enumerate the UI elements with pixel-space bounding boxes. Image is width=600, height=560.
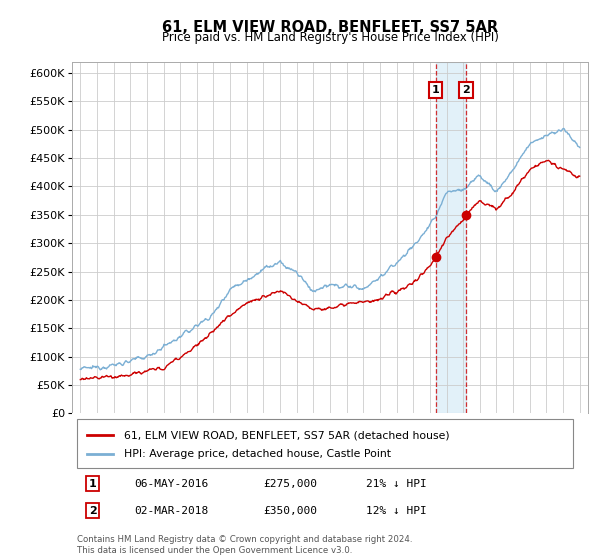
Text: 61, ELM VIEW ROAD, BENFLEET, SS7 5AR (detached house): 61, ELM VIEW ROAD, BENFLEET, SS7 5AR (de… (124, 430, 449, 440)
Text: HPI: Average price, detached house, Castle Point: HPI: Average price, detached house, Cast… (124, 449, 391, 459)
Text: 61, ELM VIEW ROAD, BENFLEET, SS7 5AR: 61, ELM VIEW ROAD, BENFLEET, SS7 5AR (162, 20, 498, 35)
Text: 2: 2 (89, 506, 97, 516)
Text: 06-MAY-2016: 06-MAY-2016 (134, 479, 208, 489)
Text: 1: 1 (89, 479, 97, 489)
Text: Price paid vs. HM Land Registry's House Price Index (HPI): Price paid vs. HM Land Registry's House … (161, 31, 499, 44)
Text: £350,000: £350,000 (263, 506, 317, 516)
FancyBboxPatch shape (77, 419, 572, 468)
Text: 12% ↓ HPI: 12% ↓ HPI (366, 506, 427, 516)
Text: 1: 1 (432, 85, 440, 95)
Text: 21% ↓ HPI: 21% ↓ HPI (366, 479, 427, 489)
Text: 02-MAR-2018: 02-MAR-2018 (134, 506, 208, 516)
Text: 2: 2 (462, 85, 470, 95)
Text: Contains HM Land Registry data © Crown copyright and database right 2024.
This d: Contains HM Land Registry data © Crown c… (77, 535, 413, 554)
Bar (436, 62, 466, 413)
Text: £275,000: £275,000 (263, 479, 317, 489)
